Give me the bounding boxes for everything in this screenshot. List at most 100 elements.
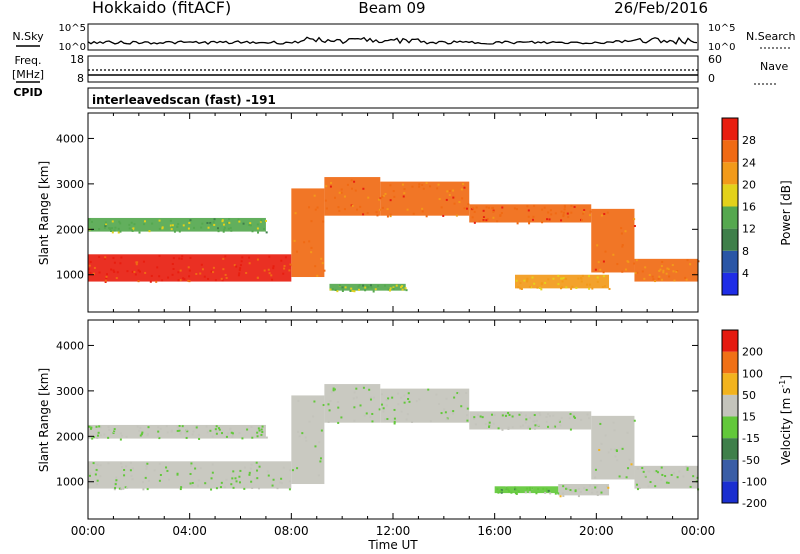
echo-speckle [350,187,353,190]
echo-speckle [213,223,216,226]
echo-speckle [168,478,171,481]
echo-speckle [429,185,432,188]
echo-speckle [529,427,532,430]
echo-speckle [362,187,365,190]
time-axis: 00:00 04:00 08:00 12:00 16:00 20:00 00:00 [71,524,716,538]
echo-speckle [332,387,335,390]
echo-speckle [641,270,644,273]
echo-speckle [111,220,114,223]
echo-speckle [466,407,469,410]
echo-speckle [113,430,116,433]
echo-band-2 [291,395,325,485]
echo-speckle [612,421,615,424]
echo-speckle [108,227,111,230]
echo-speckle [137,280,140,283]
echo-speckle [596,280,599,283]
echo-speckle [119,222,122,225]
echo-speckle [159,427,162,430]
echo-speckle [105,277,108,280]
echo-speckle [563,205,566,208]
echo-speckle [98,271,101,274]
echo-speckle [385,399,388,402]
echo-speckle [515,488,518,491]
echo-speckle [89,472,92,475]
echo-speckle [422,187,425,190]
ytick-label: 4000 [56,132,84,145]
echo-speckle [377,284,380,287]
echo-speckle [635,259,638,262]
echo-speckle [547,211,550,214]
echo-speckle [165,466,168,469]
cpid-label: CPID [13,86,42,99]
echo-speckle [122,487,125,490]
echo-speckle [337,421,340,424]
echo-speckle [232,470,235,473]
echo-speckle [686,467,689,470]
echo-speckle [109,227,112,230]
echo-speckle [121,434,124,437]
echo-speckle [372,396,375,399]
echo-speckle [560,210,563,213]
power-echo-layer [88,177,700,293]
echo-speckle [403,394,406,397]
echo-speckle [641,467,644,470]
echo-speckle [351,204,354,207]
echo-speckle [577,495,580,498]
echo-speckle [288,488,291,491]
echo-speckle [255,461,258,464]
echo-speckle [115,476,118,479]
echo-speckle [537,487,540,490]
freq-tick-bottom: 8 [77,72,84,85]
echo-speckle [324,199,327,202]
echo-speckle [314,208,317,211]
echo-speckle [257,487,260,490]
echo-speckle [460,188,463,191]
echo-speckle [116,271,119,274]
echo-speckle [105,222,108,225]
echo-speckle [256,276,259,279]
noise-left-tick-bottom: 10^0 [59,42,86,53]
echo-speckle [177,426,180,429]
echo-speckle [564,277,567,280]
echo-speckle [594,468,597,471]
echo-speckle [130,221,133,224]
echo-speckle [661,260,664,263]
echo-speckle [644,266,647,269]
echo-speckle [125,435,128,438]
echo-speckle [528,416,531,419]
echo-speckle [678,470,681,473]
echo-speckle [561,492,564,495]
echo-speckle [169,219,172,222]
echo-speckle [558,420,561,423]
ytick-label: 4000 [56,339,84,352]
echo-speckle [466,419,469,422]
echo-speckle [581,274,584,277]
echo-speckle [488,421,491,424]
echo-speckle [516,208,519,211]
echo-speckle [389,213,392,216]
echo-speckle [655,470,658,473]
echo-speckle [341,289,344,292]
echo-speckle [666,267,669,270]
echo-speckle [218,428,221,431]
echo-speckle [445,418,448,421]
echo-speckle [580,418,583,421]
echo-speckle [560,277,563,280]
echo-band-8 [558,484,610,496]
echo-speckle [99,426,102,429]
echo-speckle [481,416,484,419]
echo-speckle [518,413,521,416]
echo-speckle [90,426,93,429]
echo-speckle [500,489,503,492]
echo-speckle [660,278,663,281]
echo-speckle [621,447,624,450]
echo-speckle [213,218,216,221]
echo-speckle [597,261,600,264]
echo-speckle [146,488,149,491]
echo-speckle [476,413,479,416]
echo-speckle [166,431,169,434]
echo-speckle [288,269,291,272]
echo-speckle [107,462,110,465]
echo-speckle [567,216,570,219]
echo-speckle [110,268,113,271]
